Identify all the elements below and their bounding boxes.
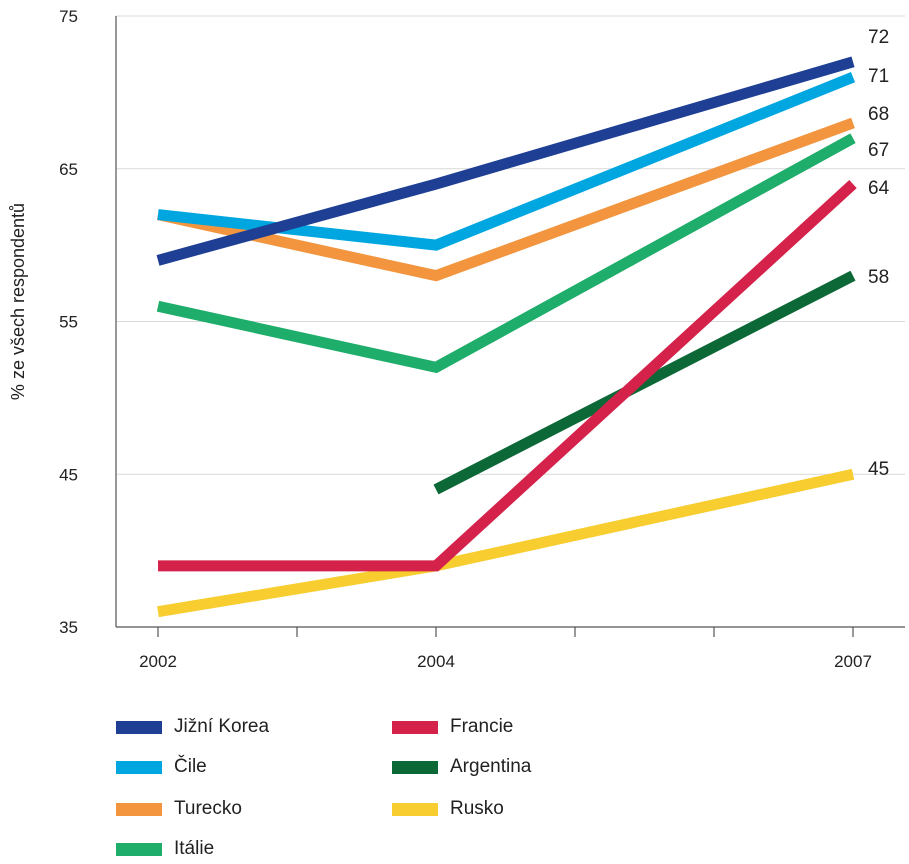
end-value-label: 67	[868, 140, 889, 161]
end-value-label: 68	[868, 104, 889, 125]
series-line-5	[433, 270, 856, 495]
series-line-1	[157, 71, 856, 251]
legend-label: Francie	[450, 716, 514, 737]
legend-label: Argentina	[450, 756, 532, 777]
series-line-3	[156, 133, 856, 374]
y-axis-label: % ze všech respondentů	[8, 203, 28, 400]
legend-label: Rusko	[450, 798, 504, 819]
series-line-4	[158, 179, 857, 572]
legend-item: Francie	[392, 712, 513, 742]
y-tick-label: 75	[59, 7, 78, 26]
legend-swatch	[116, 802, 162, 816]
end-value-label: 45	[868, 459, 889, 480]
x-axis-tick-labels: 2002 2004 2007	[139, 652, 872, 671]
y-tick-label: 65	[59, 160, 78, 179]
x-tick-label: 2002	[139, 652, 177, 671]
legend-swatch	[116, 720, 162, 734]
y-tick-label: 45	[59, 465, 78, 484]
x-axis-ticks	[157, 627, 854, 637]
y-axis-tick-labels: 75 65 55 45 35	[59, 7, 78, 637]
legend-swatch	[392, 720, 438, 734]
legend-swatch	[392, 760, 438, 774]
legend-label: Itálie	[174, 838, 215, 859]
line-chart: 75 65 55 45 35 2002 2004 2007 % ze všech respo…	[8, 7, 905, 671]
end-value-labels: 72 71 68 67 64 58 45	[868, 27, 890, 480]
series-lines	[156, 56, 857, 618]
legend-item: Rusko	[392, 794, 504, 824]
end-value-label: 58	[868, 267, 889, 288]
legend-swatch	[392, 802, 438, 816]
end-value-label: 64	[868, 178, 890, 199]
series-line-0	[156, 56, 855, 266]
x-tick-label: 2004	[417, 652, 455, 671]
legend-label: Turecko	[174, 798, 242, 819]
legend-label: Jižní Korea	[174, 716, 270, 737]
legend-swatch	[116, 760, 162, 774]
legend-item: Itálie	[116, 834, 214, 864]
y-tick-label: 35	[59, 618, 78, 637]
y-tick-label: 55	[59, 313, 78, 332]
legend: Jižní Korea Čile Turecko Itálie Francie Argen…	[116, 712, 676, 862]
end-value-label: 72	[868, 27, 889, 48]
legend-label: Čile	[174, 756, 207, 777]
end-value-label: 71	[868, 66, 889, 87]
legend-item: Turecko	[116, 794, 242, 824]
legend-item: Argentina	[392, 752, 531, 782]
legend-swatch	[116, 842, 162, 856]
x-tick-label: 2007	[834, 652, 872, 671]
legend-item: Čile	[116, 752, 207, 782]
legend-item: Jižní Korea	[116, 712, 269, 742]
